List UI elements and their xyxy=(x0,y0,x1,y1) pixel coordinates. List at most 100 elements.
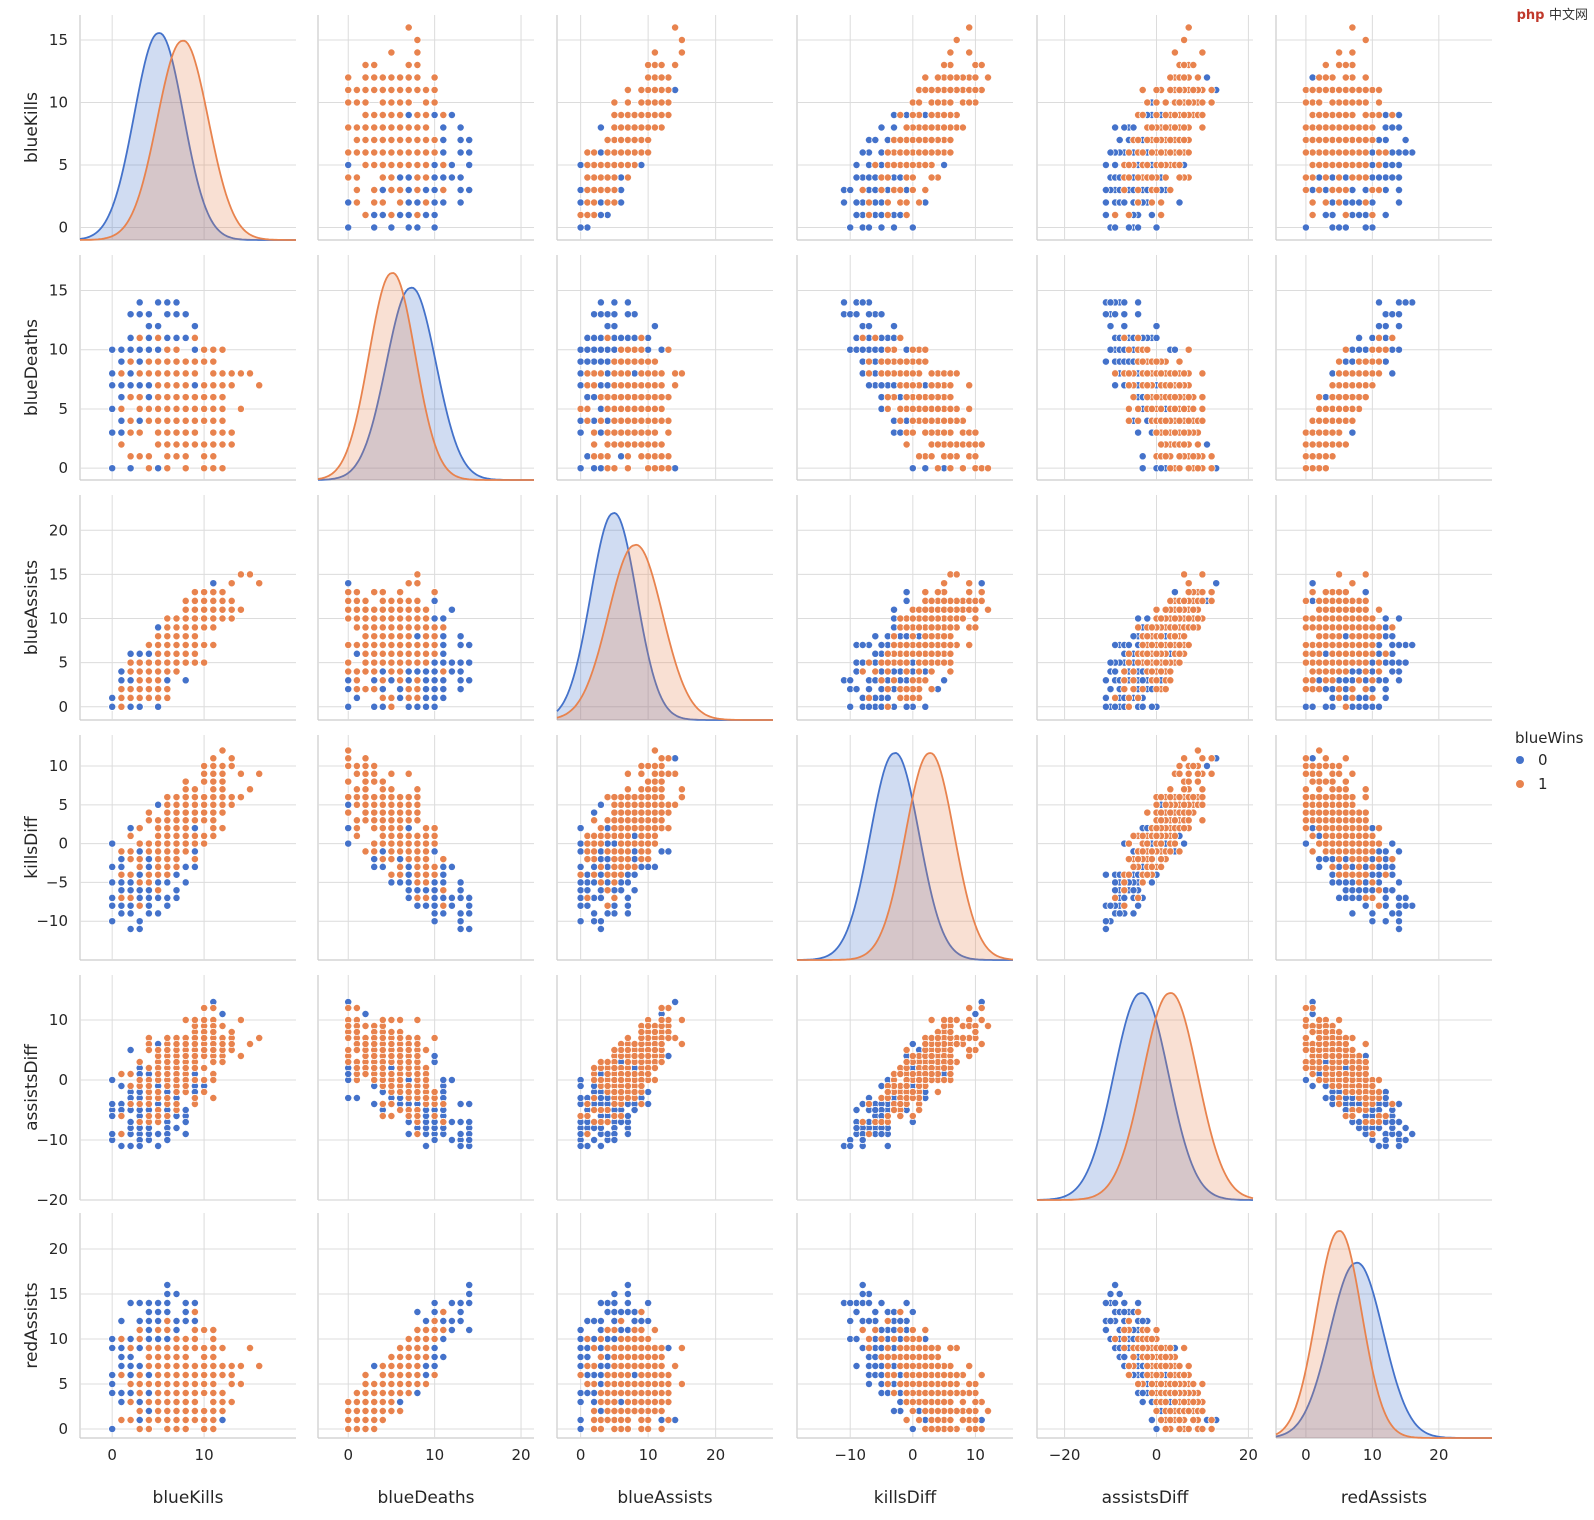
scatter-point-orange xyxy=(1170,428,1179,437)
scatter-point-orange xyxy=(590,440,599,449)
scatter-point-orange xyxy=(352,98,361,107)
scatter-point-orange xyxy=(181,393,190,402)
scatter-point-orange xyxy=(583,416,592,425)
scatter-point-orange xyxy=(927,111,936,119)
scatter-point-blue xyxy=(596,345,605,354)
scatter-point-orange xyxy=(590,211,599,219)
scatter-point-orange xyxy=(1361,73,1370,82)
scatter-point-blue xyxy=(603,211,612,219)
scatter-point-blue xyxy=(1368,223,1377,232)
scatter-point-orange xyxy=(1207,86,1216,94)
scatter-point-orange xyxy=(610,393,619,402)
scatter-point-orange xyxy=(413,48,422,57)
scatter-point-blue xyxy=(370,223,379,232)
scatter-point-orange xyxy=(126,452,135,461)
scatter-point-blue xyxy=(378,211,387,219)
scatter-point-orange xyxy=(1207,98,1216,107)
scatter-point-blue xyxy=(596,211,605,219)
scatter-point-blue xyxy=(465,186,474,194)
scatter-point-orange xyxy=(378,136,387,144)
scatter-point-orange xyxy=(1348,123,1357,132)
scatter-point-orange xyxy=(637,98,646,107)
scatter-point-orange xyxy=(623,404,632,413)
scatter-point-orange xyxy=(144,357,153,366)
scatter-point-orange xyxy=(590,369,599,378)
scatter-point-blue xyxy=(447,161,456,169)
scatter-point-blue xyxy=(154,464,163,473)
scatter-point-orange xyxy=(1335,148,1344,157)
scatter-point-orange xyxy=(1368,211,1377,219)
scatter-point-blue xyxy=(117,393,126,402)
scatter-point-orange xyxy=(657,369,666,378)
scatter-point-blue xyxy=(1375,173,1383,182)
scatter-point-orange xyxy=(1308,98,1317,107)
scatter-point-orange xyxy=(344,86,353,94)
scatter-point-orange xyxy=(370,161,379,169)
scatter-point-blue xyxy=(1328,211,1337,219)
scatter-point-orange xyxy=(361,148,370,157)
scatter-point-orange xyxy=(1321,136,1330,144)
scatter-point-blue xyxy=(126,333,135,342)
scatter-point-orange xyxy=(1315,161,1324,169)
scatter-point-orange xyxy=(623,428,632,437)
scatter-point-orange xyxy=(1166,464,1175,473)
scatter-point-orange xyxy=(1166,136,1175,144)
scatter-point-orange xyxy=(1175,161,1184,169)
scatter-point-blue xyxy=(108,345,117,354)
scatter-point-orange xyxy=(1170,404,1179,413)
scatter-point-orange xyxy=(583,186,592,194)
scatter-point-orange xyxy=(623,123,632,132)
scatter-point-blue xyxy=(590,464,599,473)
scatter-point-orange xyxy=(218,428,227,437)
scatter-point-orange xyxy=(603,186,612,194)
scatter-point-orange xyxy=(1180,36,1189,44)
scatter-point-blue xyxy=(1408,148,1417,157)
scatter-point-blue xyxy=(1395,173,1403,182)
scatter-point-orange xyxy=(352,173,361,182)
scatter-point-orange xyxy=(664,416,673,425)
scatter-point-blue xyxy=(940,161,949,169)
scatter-point-orange xyxy=(883,211,892,219)
scatter-point-orange xyxy=(1161,98,1170,107)
scatter-point-blue xyxy=(590,333,599,342)
scatter-point-blue xyxy=(1381,211,1390,219)
scatter-point-orange xyxy=(650,404,659,413)
scatter-point-blue xyxy=(877,310,886,319)
scatter-point-orange xyxy=(971,428,980,437)
scatter-point-orange xyxy=(181,369,190,378)
scatter-point-orange xyxy=(422,173,430,182)
scatter-point-orange xyxy=(1180,123,1189,132)
scatter-point-blue xyxy=(623,298,632,307)
scatter-point-blue xyxy=(447,111,456,119)
scatter-point-orange xyxy=(396,111,405,119)
scatter-point-blue xyxy=(135,357,144,366)
scatter-point-orange xyxy=(1328,186,1337,194)
scatter-point-blue xyxy=(135,345,144,354)
scatter-point-orange xyxy=(154,416,163,425)
scatter-point-orange xyxy=(1138,86,1147,94)
scatter-point-blue xyxy=(1388,161,1397,169)
scatter-point-orange xyxy=(422,86,430,94)
scatter-point-orange xyxy=(664,452,673,461)
scatter-point-blue xyxy=(852,161,861,169)
scatter-point-orange xyxy=(1161,428,1170,437)
scatter-point-blue xyxy=(852,310,861,319)
scatter-point-blue xyxy=(630,369,639,378)
scatter-point-orange xyxy=(422,136,430,144)
scatter-point-blue xyxy=(1111,223,1120,232)
scatter-point-blue xyxy=(596,123,605,132)
scatter-point-orange xyxy=(965,48,974,57)
scatter-point-orange xyxy=(378,161,387,169)
scatter-point-orange xyxy=(610,416,619,425)
scatter-point-blue xyxy=(1120,322,1129,331)
scatter-point-orange xyxy=(378,111,387,119)
scatter-point-blue xyxy=(413,223,422,232)
scatter-point-orange xyxy=(404,136,413,144)
scatter-point-blue xyxy=(590,345,599,354)
scatter-point-orange xyxy=(908,404,917,413)
scatter-point-blue xyxy=(163,310,172,319)
scatter-point-orange xyxy=(630,123,639,132)
scatter-point-orange xyxy=(915,98,924,107)
scatter-point-orange xyxy=(144,452,153,461)
scatter-point-orange xyxy=(623,357,632,366)
